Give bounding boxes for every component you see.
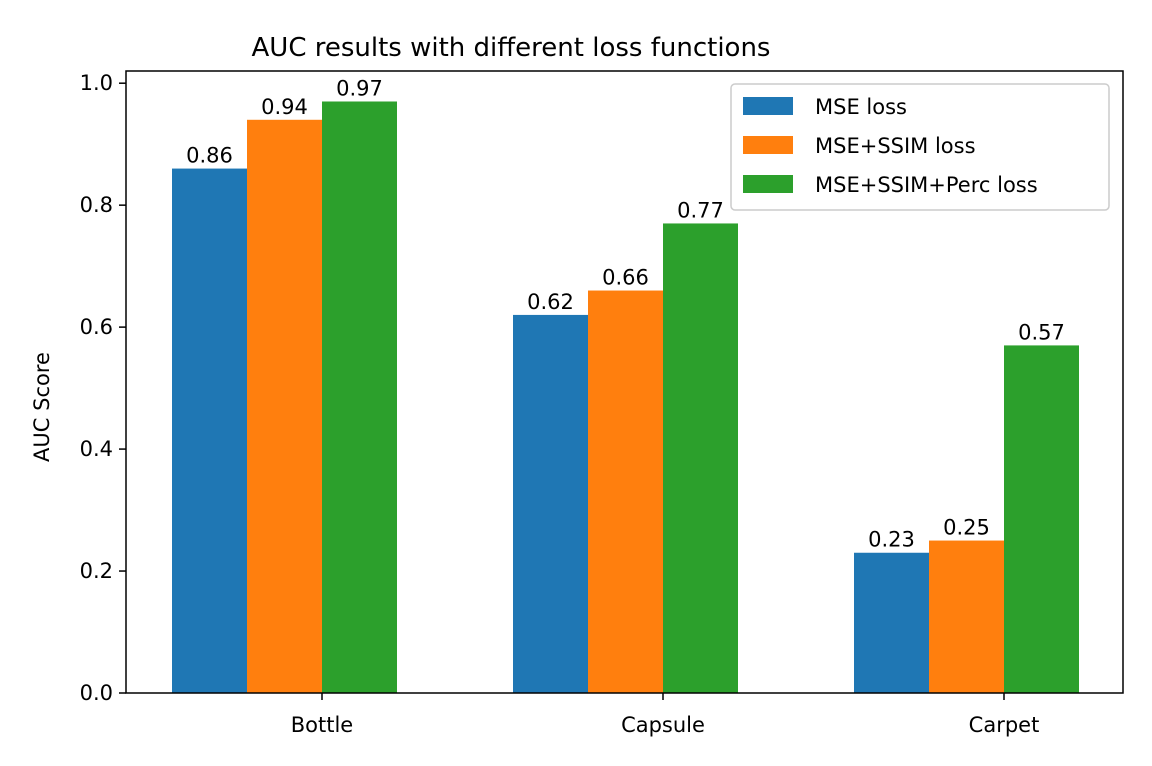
x-tick-label: Carpet <box>969 713 1040 737</box>
bar-carpet-series-2 <box>929 540 1004 693</box>
y-tick-label: 0.4 <box>80 437 113 461</box>
bars-layer <box>172 101 1079 694</box>
bar-capsule-series-3 <box>663 223 738 693</box>
bar-carpet-series-3 <box>1004 345 1079 693</box>
y-tick-label: 0.0 <box>80 681 113 705</box>
legend: MSE loss MSE+SSIM loss MSE+SSIM+Perc loss <box>730 83 1110 211</box>
bar-value-label: 0.62 <box>527 290 574 314</box>
y-axis-ticks: 0.0 0.2 0.4 0.6 0.8 1.0 <box>80 71 126 705</box>
chart-title: AUC results with different loss function… <box>252 33 771 63</box>
bar-value-label: 0.66 <box>602 266 649 290</box>
bar-value-label: 0.25 <box>943 516 990 540</box>
y-tick-label: 0.2 <box>80 559 113 583</box>
bar-value-label: 0.86 <box>186 144 233 168</box>
bar-labels-layer: 0.86 0.62 0.23 0.94 0.66 0.25 0.97 0.77 0.57 <box>186 76 1065 551</box>
y-tick-label: 0.6 <box>80 315 113 339</box>
bar-value-label: 0.23 <box>868 528 915 552</box>
legend-label: MSE loss <box>815 95 907 119</box>
legend-swatch <box>743 97 793 115</box>
y-tick-label: 1.0 <box>80 71 113 95</box>
x-tick-label: Capsule <box>621 713 705 737</box>
bar-bottle-series-2 <box>247 119 322 694</box>
bar-bottle-series-3 <box>322 101 397 694</box>
legend-label: MSE+SSIM+Perc loss <box>815 173 1038 197</box>
plot-frame <box>125 70 1124 694</box>
x-tick-label: Bottle <box>291 713 353 737</box>
y-axis-label: AUC Score <box>30 352 54 462</box>
legend-items: MSE loss MSE+SSIM loss MSE+SSIM+Perc loss <box>743 95 1038 197</box>
bar-bottle-series-1 <box>172 168 247 694</box>
bar-carpet-series-1 <box>854 552 929 693</box>
y-tick-label: 0.8 <box>80 193 113 217</box>
bar-value-label: 0.97 <box>336 76 383 100</box>
x-axis-ticks: Bottle Capsule Carpet <box>291 693 1040 737</box>
bar-capsule-series-2 <box>588 290 663 693</box>
bar-value-label: 0.57 <box>1018 320 1065 344</box>
bar-capsule-series-1 <box>513 314 588 693</box>
legend-label: MSE+SSIM loss <box>815 134 976 158</box>
legend-swatch <box>743 136 793 154</box>
legend-swatch <box>743 175 793 193</box>
legend-box <box>730 83 1110 211</box>
bar-value-label: 0.94 <box>261 95 308 119</box>
bar-value-label: 0.77 <box>677 198 724 222</box>
